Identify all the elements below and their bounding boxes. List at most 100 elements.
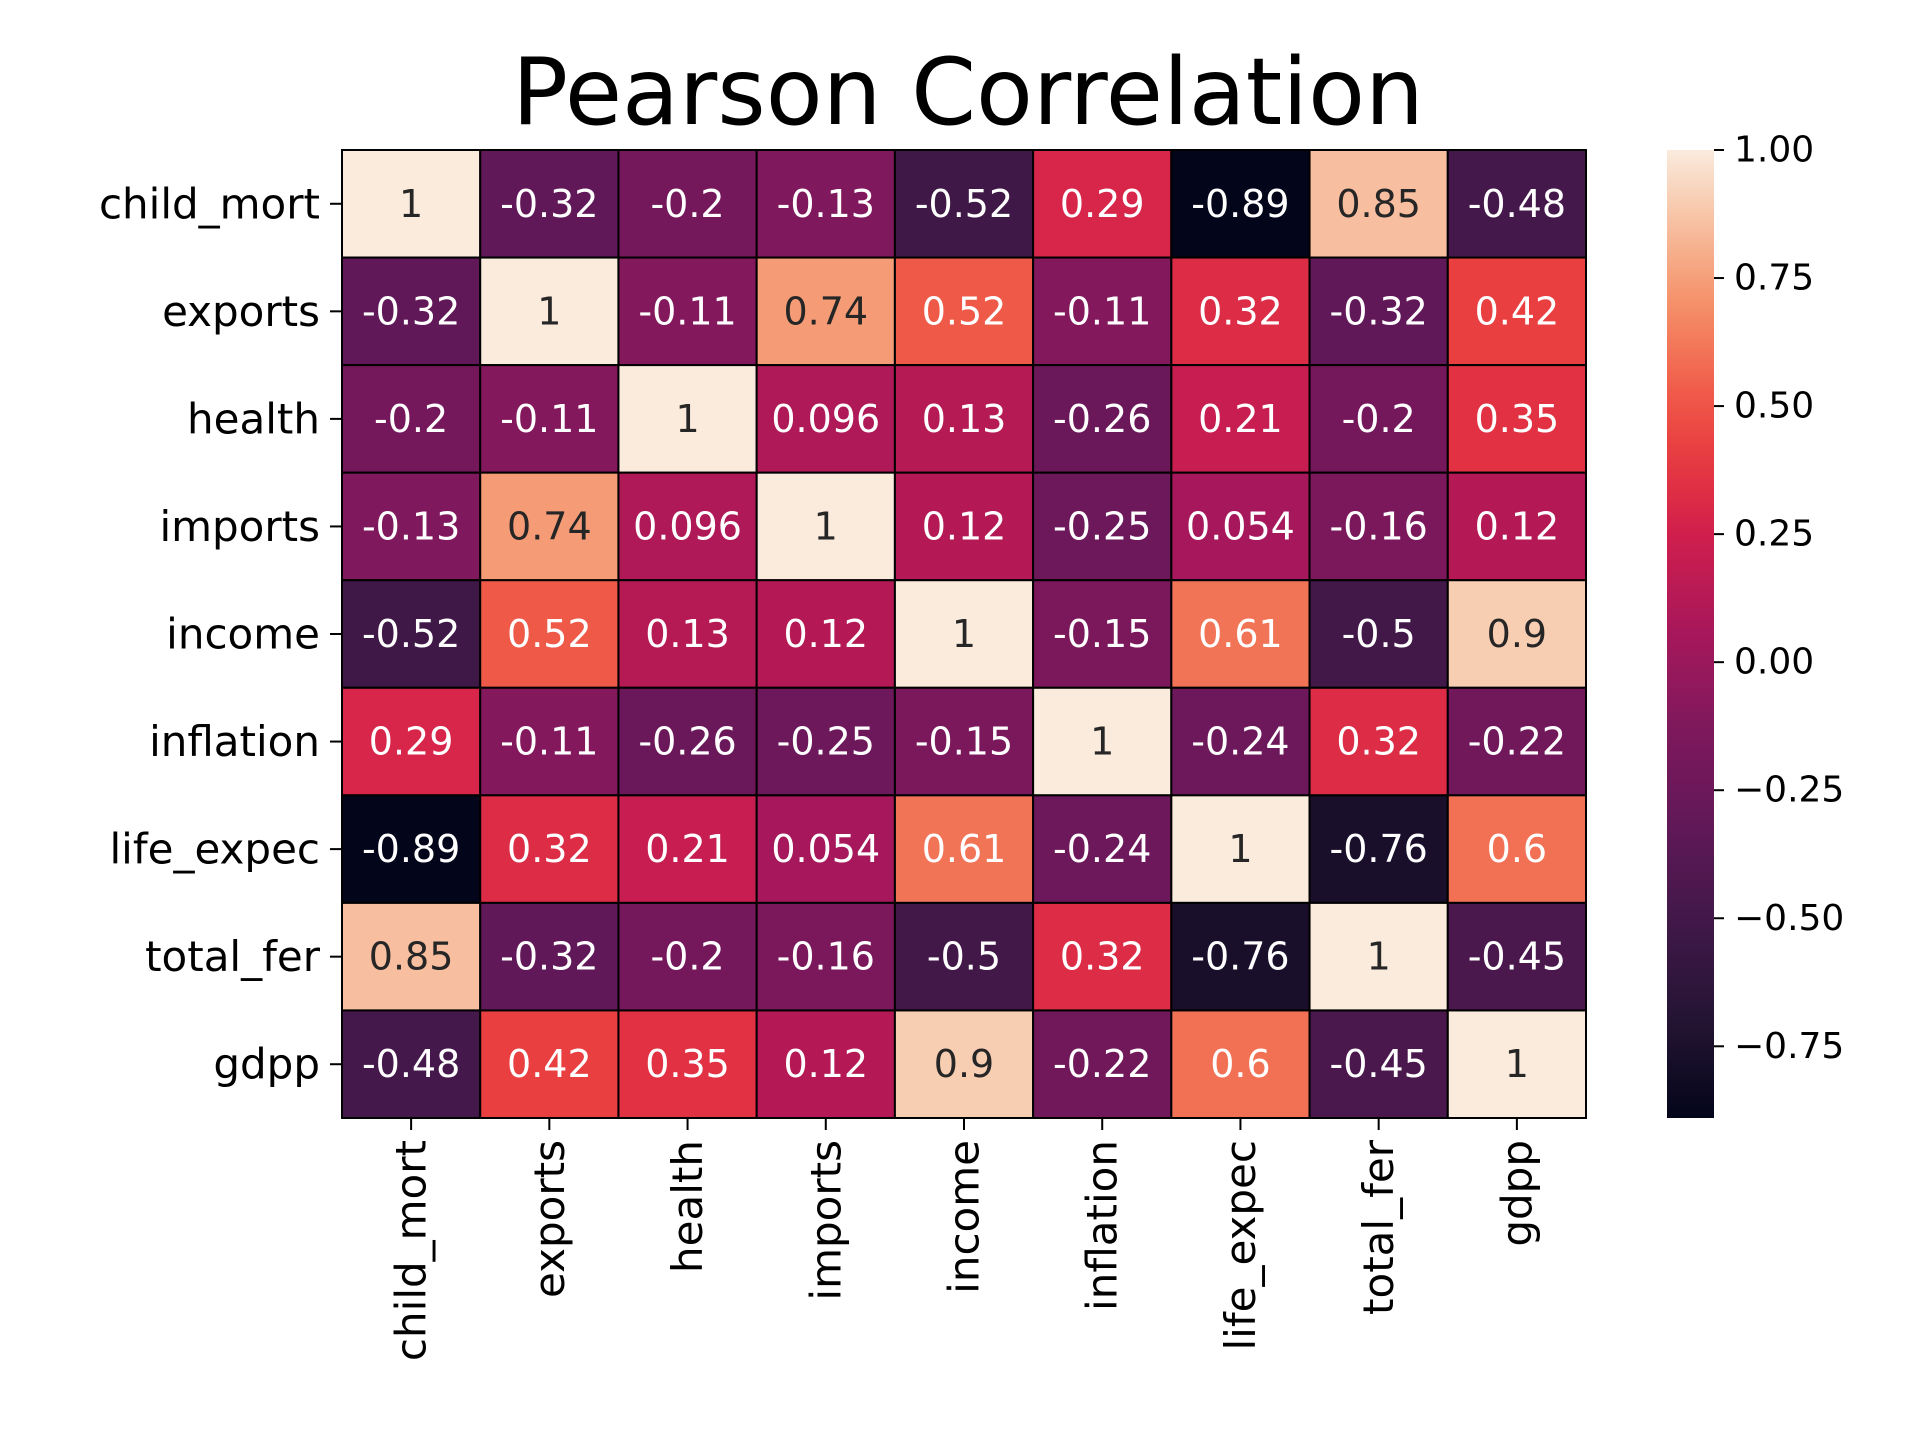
cell-value-label-gdpp-gdpp: 1 — [1505, 1042, 1529, 1086]
heatmap-cell-gdpp-imports — [755, 1009, 896, 1120]
cell-value-label-child_mort-imports: -0.13 — [777, 182, 875, 226]
cell-value-label-health-life_expec: 0.21 — [1198, 397, 1283, 441]
cell-value-label-exports-life_expec: 0.32 — [1198, 289, 1283, 333]
heatmap-cell-inflation-income — [893, 686, 1035, 797]
heatmap-cell-exports-gdpp — [1446, 256, 1588, 367]
cell-value-label-child_mort-inflation: 0.29 — [1060, 182, 1145, 226]
cell-value-label-exports-income: 0.52 — [922, 289, 1007, 333]
cell-value-label-total_fer-total_fer: 1 — [1367, 935, 1391, 979]
colorbar-tick-label-1: 0.75 — [1734, 258, 1814, 299]
colorbar — [1667, 150, 1714, 1118]
cell-value-label-income-exports: 0.52 — [507, 612, 592, 656]
cell-value-label-income-health: 0.13 — [645, 612, 730, 656]
y-tick-label-total_fer: total_fer — [145, 932, 321, 981]
cell-value-label-gdpp-exports: 0.42 — [507, 1042, 592, 1086]
heatmap-cell-exports-life_expec — [1170, 256, 1311, 367]
cell-value-label-exports-total_fer: -0.32 — [1330, 289, 1428, 333]
heatmap-cell-total_fer-income — [893, 901, 1035, 1012]
cell-value-label-health-imports: 0.096 — [771, 397, 880, 441]
x-tick-label-life_expec: life_expec — [1216, 1140, 1265, 1351]
cell-value-label-inflation-exports: -0.11 — [500, 720, 598, 764]
heatmap-cell-imports-gdpp — [1446, 471, 1588, 582]
x-tick-label-child_mort: child_mort — [387, 1140, 436, 1361]
cell-value-label-imports-life_expec: 0.054 — [1186, 504, 1295, 548]
cell-value-label-imports-total_fer: -0.16 — [1330, 504, 1428, 548]
heatmap-cell-inflation-child_mort — [341, 686, 482, 797]
heatmap-cell-child_mort-total_fer — [1308, 149, 1449, 259]
cell-value-label-exports-health: -0.11 — [638, 289, 736, 333]
cell-value-label-life_expec-gdpp: 0.6 — [1487, 827, 1547, 871]
heatmap-cell-gdpp-health — [617, 1009, 758, 1120]
heatmap-cell-life_expec-exports — [479, 794, 620, 904]
cell-value-label-health-child_mort: -0.2 — [374, 397, 448, 441]
cell-value-label-life_expec-child_mort: -0.89 — [362, 827, 460, 871]
y-tick-label-gdpp: gdpp — [213, 1040, 320, 1089]
heatmap-cell-income-life_expec — [1170, 579, 1311, 689]
cell-value-label-child_mort-health: -0.2 — [650, 182, 724, 226]
cell-value-label-health-income: 0.13 — [922, 397, 1007, 441]
cell-value-label-total_fer-imports: -0.16 — [777, 935, 875, 979]
cell-value-label-gdpp-child_mort: -0.48 — [362, 1042, 460, 1086]
cell-value-label-child_mort-gdpp: -0.48 — [1468, 182, 1566, 226]
cell-value-label-life_expec-health: 0.21 — [645, 827, 730, 871]
heatmap-cell-inflation-gdpp — [1446, 686, 1588, 797]
cell-value-label-imports-child_mort: -0.13 — [362, 504, 460, 548]
heatmap-cell-exports-income — [893, 256, 1035, 367]
chart-title: Pearson Correlation — [512, 38, 1424, 146]
heatmap-cell-income-child_mort — [341, 579, 482, 689]
cell-value-label-health-inflation: -0.26 — [1053, 397, 1151, 441]
cell-value-label-exports-child_mort: -0.32 — [362, 289, 460, 333]
heatmap-cell-imports-exports — [479, 471, 620, 582]
x-tick-label-total_fer: total_fer — [1354, 1139, 1403, 1315]
cell-value-label-imports-health: 0.096 — [633, 504, 742, 548]
heatmap-cell-health-health — [617, 364, 758, 474]
heatmap-cell-child_mort-exports — [479, 149, 620, 259]
cell-value-label-life_expec-life_expec: 1 — [1228, 827, 1252, 871]
heatmap-cell-total_fer-life_expec — [1170, 901, 1311, 1012]
cell-value-label-income-child_mort: -0.52 — [362, 612, 460, 656]
cell-value-label-inflation-imports: -0.25 — [777, 720, 875, 764]
heatmap-cell-inflation-total_fer — [1308, 686, 1449, 797]
heatmap-cell-health-income — [893, 364, 1035, 474]
cell-value-label-gdpp-total_fer: -0.45 — [1330, 1042, 1428, 1086]
colorbar-tick-label-0: 1.00 — [1734, 130, 1814, 171]
cell-value-label-gdpp-income: 0.9 — [934, 1042, 994, 1086]
cell-value-label-total_fer-gdpp: -0.45 — [1468, 935, 1566, 979]
cell-value-label-imports-gdpp: 0.12 — [1475, 504, 1560, 548]
cell-value-label-total_fer-health: -0.2 — [650, 935, 724, 979]
cell-value-label-gdpp-life_expec: 0.6 — [1210, 1042, 1270, 1086]
heatmap-cell-life_expec-income — [893, 794, 1035, 904]
heatmap-cell-child_mort-child_mort — [341, 149, 482, 259]
cell-value-label-total_fer-child_mort: 0.85 — [369, 935, 454, 979]
cell-value-label-life_expec-total_fer: -0.76 — [1330, 827, 1428, 871]
colorbar-tick-label-4: 0.00 — [1734, 642, 1814, 683]
cell-value-label-inflation-life_expec: -0.24 — [1191, 720, 1289, 764]
cell-value-label-imports-income: 0.12 — [922, 504, 1007, 548]
heatmap-cell-income-inflation — [1032, 579, 1173, 689]
heatmap-cell-health-exports — [479, 364, 620, 474]
heatmap-cell-inflation-inflation — [1032, 686, 1173, 797]
heatmap-cell-imports-child_mort — [341, 471, 482, 582]
heatmap-cell-income-imports — [755, 579, 896, 689]
cell-value-label-inflation-total_fer: 0.32 — [1336, 720, 1421, 764]
cell-value-label-gdpp-inflation: -0.22 — [1053, 1042, 1151, 1086]
y-tick-label-life_expec: life_expec — [109, 825, 320, 874]
x-axis-ticks: child_mort exports health imports income infl… — [387, 1118, 1541, 1361]
cell-value-label-child_mort-life_expec: -0.89 — [1191, 182, 1289, 226]
cell-value-label-health-total_fer: -0.2 — [1342, 397, 1416, 441]
cell-value-label-income-life_expec: 0.61 — [1198, 612, 1283, 656]
heatmap-cell-inflation-imports — [755, 686, 896, 797]
heatmap-cell-gdpp-child_mort — [341, 1009, 482, 1120]
y-tick-label-exports: exports — [162, 287, 320, 336]
cell-value-label-total_fer-income: -0.5 — [927, 935, 1001, 979]
cell-value-label-gdpp-health: 0.35 — [645, 1042, 730, 1086]
y-tick-label-income: income — [166, 610, 320, 659]
cell-value-label-inflation-income: -0.15 — [915, 720, 1013, 764]
cell-value-label-exports-inflation: -0.11 — [1053, 289, 1151, 333]
x-tick-label-gdpp: gdpp — [1492, 1140, 1541, 1247]
heatmap-cell-health-child_mort — [341, 364, 482, 474]
colorbar-ticks: 1.00 0.75 0.50 0.25 0.00 −0.25 −0.50 −0.75 — [1714, 130, 1844, 1067]
x-tick-label-exports: exports — [525, 1140, 574, 1298]
heatmap-cell-total_fer-inflation — [1032, 901, 1173, 1012]
x-tick-label-imports: imports — [801, 1140, 850, 1301]
